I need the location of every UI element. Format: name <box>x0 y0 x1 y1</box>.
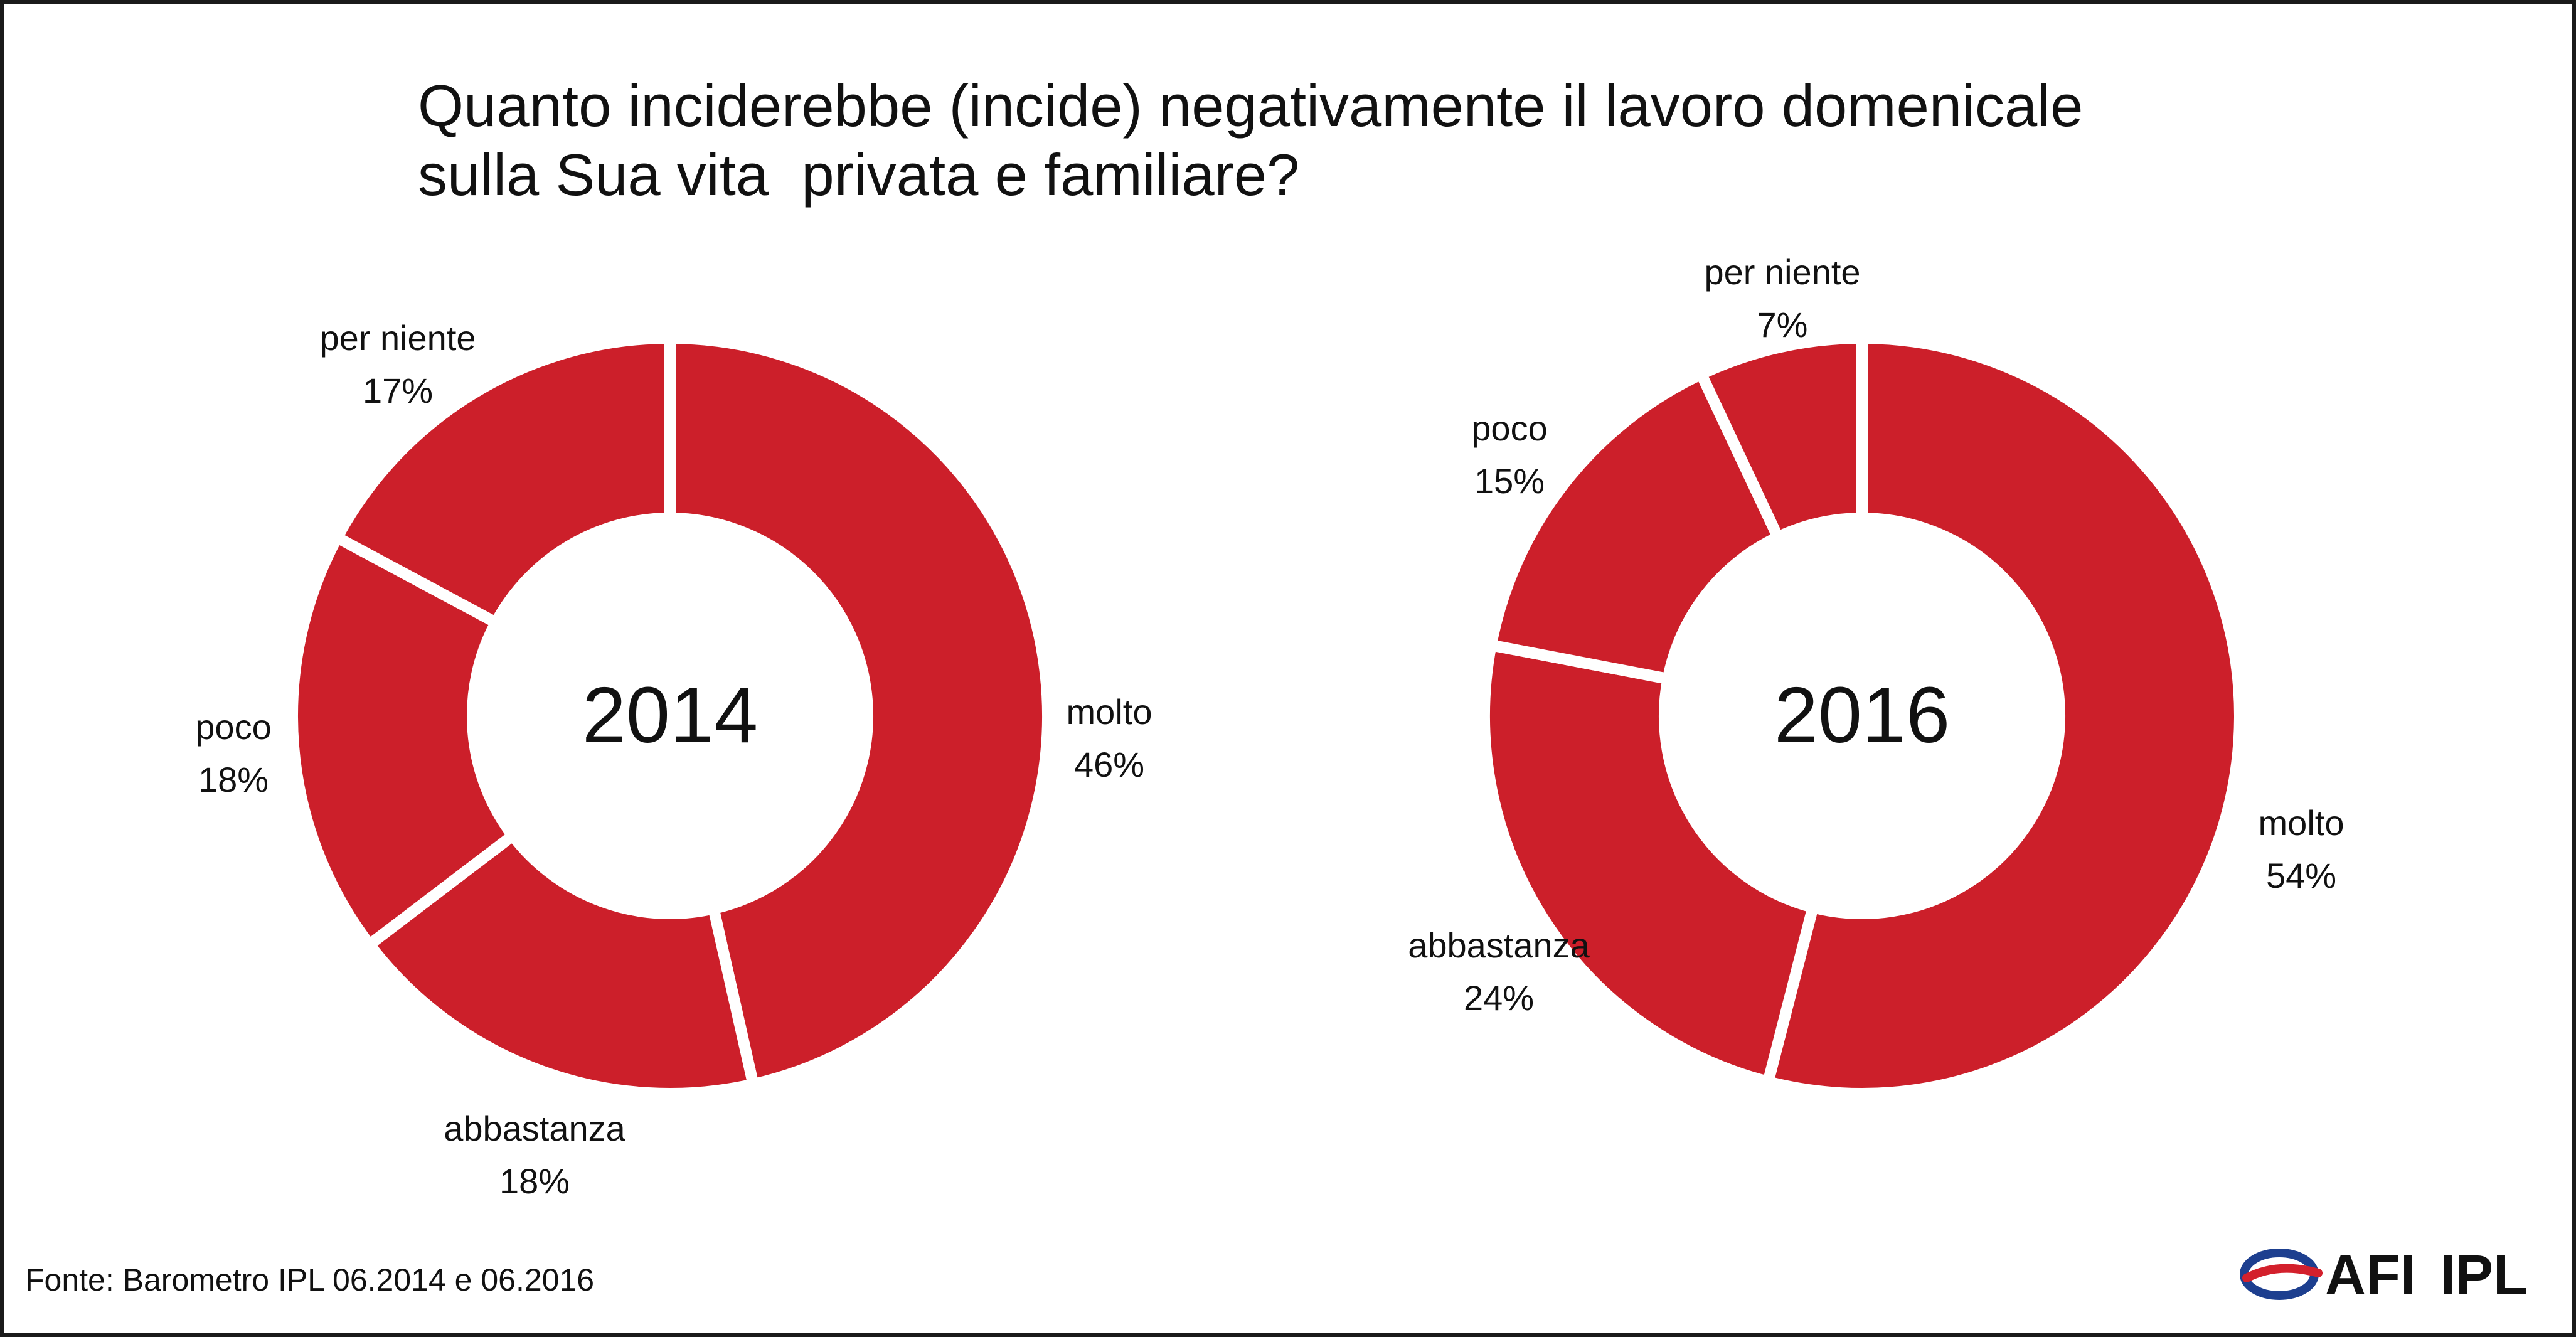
value-label-abbastanza: 24% <box>1464 978 1534 1018</box>
afi-ipl-logo: AFI IPL <box>2240 1237 2554 1312</box>
value-label-poco: 15% <box>1474 461 1545 501</box>
chart-title-line-1: Quanto inciderebbe (incide) negativament… <box>418 73 2084 139</box>
category-label-molto: molto <box>1067 692 1152 732</box>
slice-per-niente <box>1693 332 1868 545</box>
slice-abbastanza <box>1479 638 1820 1089</box>
slice-molto <box>1761 332 2245 1099</box>
value-label-poco: 18% <box>198 760 269 799</box>
slice-molto <box>664 332 1053 1091</box>
afi-ipl-swoosh-icon: AFI IPL <box>2240 1244 2528 1307</box>
svg-text:IPL: IPL <box>2440 1244 2528 1307</box>
slice-per-niente <box>329 332 676 631</box>
value-label-molto: 54% <box>2266 856 2336 895</box>
donut-chart-2014: molto 46% abbastanza 18% poco 18% per niente 17… <box>195 318 1152 1201</box>
donut-chart-2016: molto 54% abbastanza 24% poco 15% per niente 7%… <box>1408 252 2344 1099</box>
category-label-per-niente: per niente <box>1704 252 1860 292</box>
category-label-per-niente: per niente <box>319 318 476 358</box>
slice-abbastanza <box>361 828 760 1099</box>
chart-title-line-2: sulla Sua vita privata e familiare? <box>418 142 1300 208</box>
category-label-poco: poco <box>195 707 271 747</box>
center-year-label: 2016 <box>1774 671 1950 759</box>
value-label-per-niente: 17% <box>363 371 433 410</box>
value-label-per-niente: 7% <box>1757 305 1808 344</box>
category-label-molto: molto <box>2259 803 2344 843</box>
category-label-poco: poco <box>1471 408 1547 448</box>
slice-poco <box>1484 366 1786 686</box>
value-label-molto: 46% <box>1074 745 1144 784</box>
source-note: Fonte: Barometro IPL 06.2014 e 06.2016 <box>25 1262 595 1297</box>
svg-text:AFI: AFI <box>2325 1244 2416 1307</box>
category-label-abbastanza: abbastanza <box>1408 925 1590 965</box>
category-label-abbastanza: abbastanza <box>444 1109 625 1148</box>
chart-title: Quanto inciderebbe (incide) negativament… <box>418 72 2300 210</box>
value-label-abbastanza: 18% <box>499 1161 570 1201</box>
center-year-label: 2014 <box>582 671 758 759</box>
slice-poco <box>287 530 521 953</box>
donut-charts: molto 46% abbastanza 18% poco 18% per niente 17… <box>195 252 2344 1201</box>
